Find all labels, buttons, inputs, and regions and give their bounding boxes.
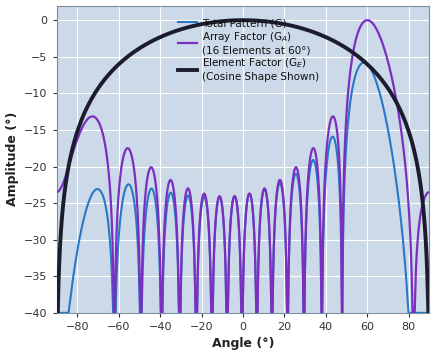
Total Pattern (G) <box>54 311 59 315</box>
Element Factor (G$_E$)
(Cosine Shape Shown) <box>127 53 132 57</box>
Total Pattern (G) <box>76 240 81 244</box>
Array Factor (G$_A$)
(16 Elements at 60°) <box>127 148 132 152</box>
Element Factor (G$_E$)
(Cosine Shape Shown) <box>54 311 59 315</box>
Array Factor (G$_A$)
(16 Elements at 60°) <box>364 18 369 22</box>
Total Pattern (G) <box>406 311 411 315</box>
Element Factor (G$_E$)
(Cosine Shape Shown) <box>406 132 411 137</box>
Total Pattern (G) <box>69 283 75 287</box>
Total Pattern (G) <box>127 183 132 187</box>
Y-axis label: Amplitude (°): Amplitude (°) <box>6 112 19 206</box>
Line: Total Pattern (G): Total Pattern (G) <box>56 63 428 313</box>
Element Factor (G$_E$)
(Cosine Shape Shown) <box>426 311 431 315</box>
Element Factor (G$_E$)
(Cosine Shape Shown) <box>236 18 241 22</box>
Total Pattern (G) <box>236 225 241 229</box>
Array Factor (G$_A$)
(16 Elements at 60°) <box>76 133 81 137</box>
Array Factor (G$_A$)
(16 Elements at 60°) <box>111 311 116 315</box>
Total Pattern (G) <box>426 311 431 315</box>
Element Factor (G$_E$)
(Cosine Shape Shown) <box>56 289 61 293</box>
Total Pattern (G) <box>361 61 366 65</box>
Array Factor (G$_A$)
(16 Elements at 60°) <box>54 190 59 194</box>
Array Factor (G$_A$)
(16 Elements at 60°) <box>426 190 431 194</box>
Element Factor (G$_E$)
(Cosine Shape Shown) <box>240 18 245 22</box>
Element Factor (G$_E$)
(Cosine Shape Shown) <box>69 148 75 152</box>
Line: Array Factor (G$_A$)
(16 Elements at 60°): Array Factor (G$_A$) (16 Elements at 60°… <box>56 20 428 313</box>
Array Factor (G$_A$)
(16 Elements at 60°) <box>236 226 241 230</box>
Legend: Total Pattern (G), Array Factor (G$_A$)
(16 Elements at 60°), Element Factor (G$: Total Pattern (G), Array Factor (G$_A$) … <box>173 14 322 86</box>
Array Factor (G$_A$)
(16 Elements at 60°) <box>406 223 411 227</box>
Element Factor (G$_E$)
(Cosine Shape Shown) <box>76 125 81 129</box>
Array Factor (G$_A$)
(16 Elements at 60°) <box>56 189 61 194</box>
Total Pattern (G) <box>56 311 61 315</box>
X-axis label: Angle (°): Angle (°) <box>211 337 274 350</box>
Array Factor (G$_A$)
(16 Elements at 60°) <box>69 153 75 157</box>
Line: Element Factor (G$_E$)
(Cosine Shape Shown): Element Factor (G$_E$) (Cosine Shape Sho… <box>56 20 428 313</box>
